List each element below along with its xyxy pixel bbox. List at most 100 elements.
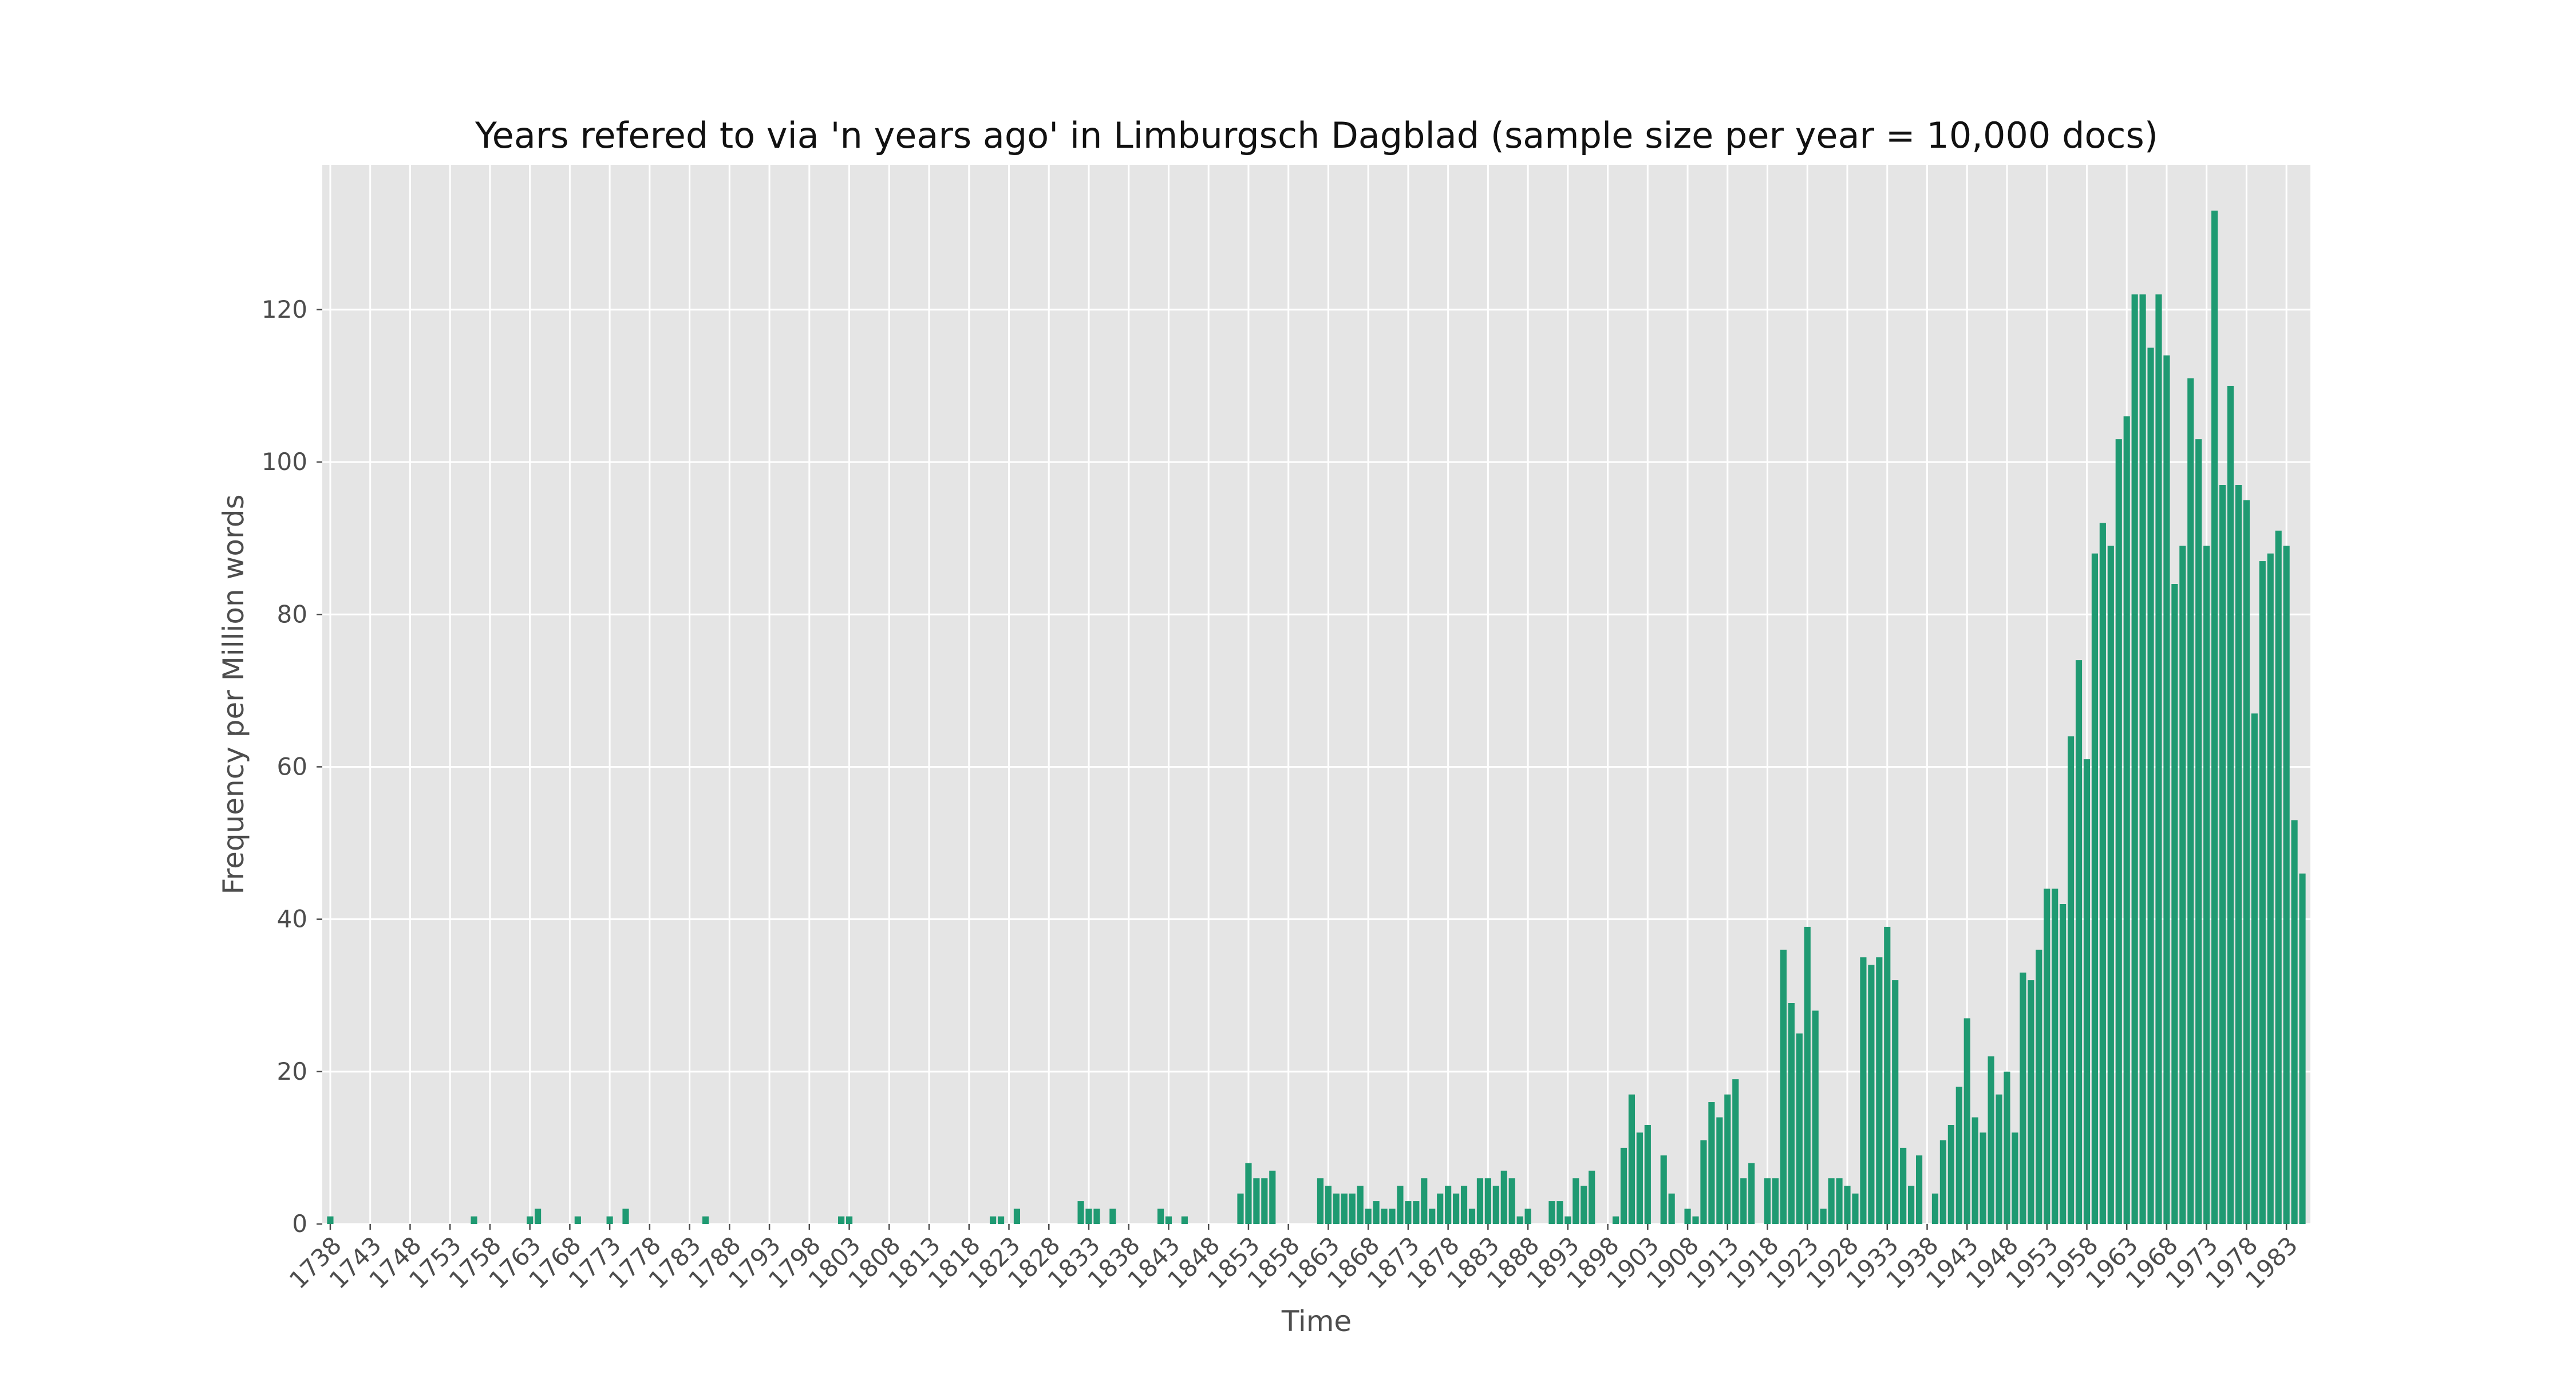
bar [2091,553,2098,1224]
bar [1516,1216,1523,1224]
bar [1460,1186,1468,1224]
bar [1413,1201,1420,1224]
bar [1389,1209,1396,1224]
bar [1357,1186,1364,1224]
bar [838,1216,845,1224]
bar [1884,926,1891,1224]
bar [1437,1193,1444,1224]
bar [1620,1147,1627,1224]
bar [1820,1209,1827,1224]
y-tick-label: 20 [277,1057,307,1085]
y-tick-label: 80 [277,600,307,628]
bar [1852,1193,1859,1224]
bar [2131,294,2138,1224]
bar [2211,210,2218,1225]
bar [1269,1170,1276,1224]
bar [1013,1209,1021,1224]
bar [1093,1209,1100,1224]
bar [1812,1010,1819,1224]
bar [1980,1132,1986,1224]
bar [1245,1163,1252,1224]
bar [2155,294,2162,1224]
bar [1468,1209,1476,1224]
bar [1381,1209,1388,1224]
bar [2179,546,2186,1224]
bar [2259,561,2266,1224]
bar [471,1216,477,1224]
bar [2044,889,2050,1224]
bar [327,1216,334,1224]
bar [2267,553,2274,1224]
bar [1373,1201,1380,1224]
bar [1900,1147,1907,1224]
bar [574,1216,581,1224]
bar [1796,1033,1803,1224]
bar [1963,1018,1970,1224]
bar [1780,949,1787,1224]
bar [1660,1155,1667,1224]
bar [1564,1216,1571,1224]
bar [2227,385,2234,1225]
bar [1341,1193,1348,1224]
bars [327,210,2306,1225]
y-tick-label: 100 [262,448,307,476]
bar [1636,1132,1643,1224]
bar [1157,1209,1164,1224]
bar [1788,1003,1795,1224]
bar [1668,1193,1675,1224]
bar [2075,660,2083,1224]
bar [2115,439,2122,1224]
bar [1325,1186,1332,1224]
bar [846,1216,853,1224]
bar [2251,713,2258,1224]
bar [1892,980,1899,1224]
bar [2299,873,2306,1224]
bar [1931,1193,1939,1224]
bar [1692,1216,1699,1224]
bar [1836,1178,1843,1224]
chart-title: Years refered to via 'n years ago' in Li… [475,114,2158,156]
bar [1429,1209,1436,1224]
bar [1684,1209,1691,1224]
bar [1996,1094,2002,1224]
bar [1612,1216,1619,1224]
bar [1445,1186,1452,1224]
bar [1524,1209,1531,1224]
bar [527,1216,534,1224]
bar [1365,1209,1372,1224]
y-tick-label: 60 [277,752,307,780]
bar [1333,1193,1340,1224]
bar [1397,1186,1404,1224]
bar [1261,1178,1268,1224]
bar [1405,1201,1412,1224]
bar [1732,1079,1739,1224]
bar [2028,980,2034,1224]
bar [2163,355,2170,1224]
bar [1644,1124,1651,1224]
plot-background [322,165,2310,1224]
x-axis-title: Time [1281,1305,1352,1338]
bar [1077,1201,1084,1224]
x-axis-ticks: 1738174317481753175817631768177317781783… [284,1224,2303,1294]
bar [1589,1170,1595,1224]
bar [1476,1178,1484,1224]
bar [1508,1178,1515,1224]
bar [1971,1117,1978,1224]
bar [2052,889,2059,1224]
bar [1828,1178,1835,1224]
bar [2195,439,2202,1224]
bar [2123,416,2130,1224]
bar [2012,1132,2018,1224]
bar [1085,1209,1092,1224]
bar [2219,484,2226,1224]
bar [1764,1178,1771,1224]
bar [1492,1186,1499,1224]
bar [1915,1155,1923,1224]
bar [1988,1056,1994,1224]
bar [1453,1193,1460,1224]
bar [1908,1186,1915,1224]
bar [1868,965,1875,1224]
bar [1876,957,1883,1224]
bar [2004,1071,2010,1224]
